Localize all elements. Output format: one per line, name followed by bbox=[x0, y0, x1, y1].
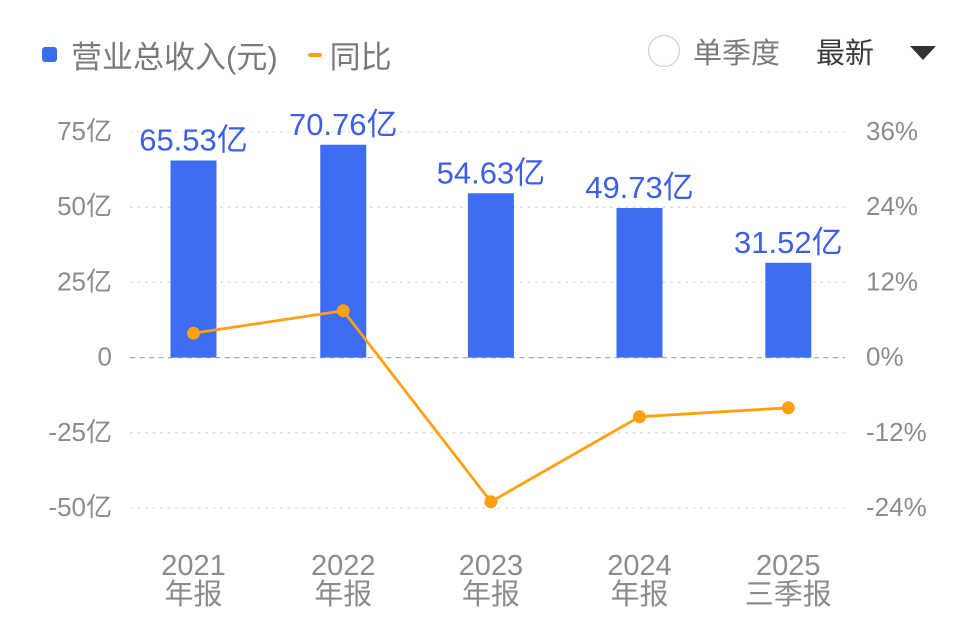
svg-text:三季报: 三季报 bbox=[745, 578, 832, 611]
svg-text:年报: 年报 bbox=[164, 578, 222, 611]
svg-text:50亿: 50亿 bbox=[57, 191, 112, 221]
svg-text:2025: 2025 bbox=[756, 550, 821, 582]
svg-text:2021: 2021 bbox=[161, 550, 226, 582]
svg-text:0: 0 bbox=[98, 342, 112, 372]
svg-text:75亿: 75亿 bbox=[57, 116, 112, 146]
svg-text:年报: 年报 bbox=[314, 578, 372, 611]
svg-text:2023: 2023 bbox=[459, 550, 524, 582]
svg-text:-25亿: -25亿 bbox=[48, 417, 112, 447]
svg-text:31.52亿: 31.52亿 bbox=[734, 225, 843, 260]
svg-text:65.53亿: 65.53亿 bbox=[139, 122, 248, 157]
svg-text:2024: 2024 bbox=[607, 550, 672, 582]
svg-text:-12%: -12% bbox=[866, 417, 927, 447]
svg-text:25亿: 25亿 bbox=[57, 266, 112, 296]
svg-text:2022: 2022 bbox=[311, 550, 376, 582]
svg-text:12%: 12% bbox=[866, 266, 918, 296]
svg-text:54.63亿: 54.63亿 bbox=[437, 155, 546, 190]
svg-text:36%: 36% bbox=[866, 116, 918, 146]
svg-text:-24%: -24% bbox=[866, 492, 927, 522]
svg-text:49.73亿: 49.73亿 bbox=[585, 170, 694, 205]
svg-text:年报: 年报 bbox=[462, 578, 520, 611]
svg-text:24%: 24% bbox=[866, 191, 918, 221]
svg-text:70.76亿: 70.76亿 bbox=[289, 107, 398, 142]
svg-text:0%: 0% bbox=[866, 342, 904, 372]
svg-text:-50亿: -50亿 bbox=[48, 492, 112, 522]
svg-text:年报: 年报 bbox=[610, 578, 668, 611]
